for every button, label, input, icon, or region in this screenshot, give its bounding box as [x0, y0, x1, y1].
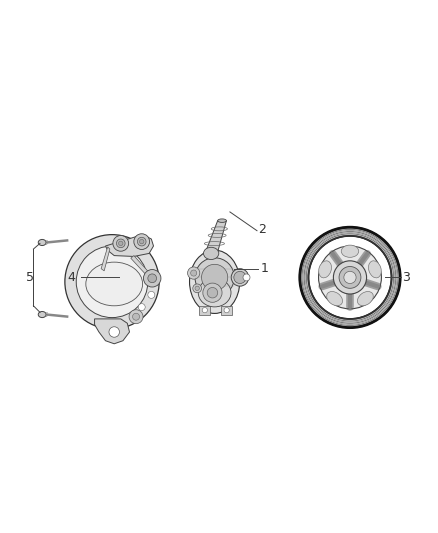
Circle shape	[195, 258, 234, 297]
Circle shape	[195, 286, 199, 290]
Circle shape	[109, 327, 120, 337]
Text: 3: 3	[403, 271, 410, 284]
Circle shape	[318, 246, 381, 309]
Circle shape	[140, 239, 144, 244]
Circle shape	[243, 274, 250, 281]
Circle shape	[148, 292, 155, 298]
Circle shape	[191, 270, 197, 276]
Bar	[221, 306, 232, 314]
Circle shape	[203, 283, 222, 302]
Ellipse shape	[327, 292, 343, 306]
Polygon shape	[131, 256, 153, 280]
Circle shape	[117, 239, 125, 248]
Circle shape	[339, 266, 361, 288]
Circle shape	[224, 308, 229, 313]
Text: 5: 5	[26, 271, 34, 284]
Circle shape	[148, 274, 156, 282]
Circle shape	[344, 271, 356, 284]
Polygon shape	[101, 247, 110, 271]
Ellipse shape	[86, 262, 143, 306]
Circle shape	[76, 246, 148, 318]
Text: 1: 1	[261, 262, 268, 275]
Ellipse shape	[368, 261, 381, 278]
Ellipse shape	[190, 250, 240, 313]
Polygon shape	[205, 221, 226, 253]
Circle shape	[202, 308, 208, 313]
Circle shape	[187, 267, 200, 279]
Circle shape	[201, 264, 228, 290]
Ellipse shape	[319, 261, 332, 278]
Circle shape	[119, 241, 123, 246]
Ellipse shape	[38, 239, 46, 246]
Ellipse shape	[204, 247, 219, 260]
Circle shape	[193, 284, 201, 293]
Polygon shape	[95, 319, 130, 344]
Bar	[199, 306, 210, 314]
Circle shape	[138, 237, 146, 246]
Ellipse shape	[198, 279, 231, 307]
Circle shape	[333, 261, 367, 294]
Ellipse shape	[357, 292, 373, 306]
Text: 2: 2	[258, 223, 266, 236]
Circle shape	[129, 310, 143, 324]
Ellipse shape	[38, 311, 46, 318]
Polygon shape	[106, 235, 153, 256]
Circle shape	[134, 234, 150, 249]
Circle shape	[138, 304, 145, 311]
Circle shape	[144, 270, 161, 287]
Text: 4: 4	[67, 271, 75, 284]
Ellipse shape	[218, 219, 226, 222]
Circle shape	[234, 271, 246, 284]
Circle shape	[207, 287, 218, 298]
Circle shape	[133, 313, 140, 320]
Circle shape	[113, 236, 129, 251]
Circle shape	[65, 235, 159, 329]
Ellipse shape	[231, 269, 249, 286]
Ellipse shape	[341, 245, 359, 257]
